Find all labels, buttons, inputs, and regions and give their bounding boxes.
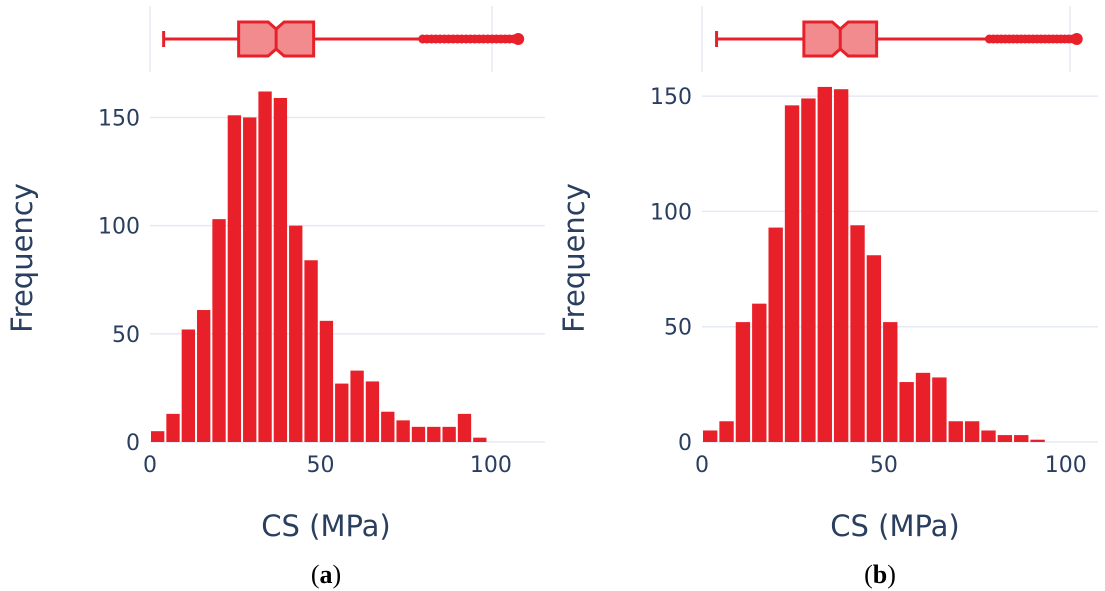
x-tick-label: 50	[870, 453, 898, 478]
histogram-bar	[166, 413, 180, 442]
histogram-bars-a	[151, 91, 487, 443]
histogram-bar	[850, 225, 865, 442]
histogram-bar	[350, 370, 364, 442]
histogram-bar	[151, 431, 165, 442]
outlier-point	[512, 33, 525, 45]
histogram-bar	[784, 105, 800, 443]
histogram-bar	[981, 430, 996, 442]
histogram-bar	[289, 225, 303, 442]
histogram-bar	[915, 372, 931, 442]
histogram-bar	[801, 98, 816, 442]
y-axis-title-a: Frequency	[5, 183, 39, 333]
histogram-bar	[457, 413, 472, 442]
histogram-bar	[335, 383, 349, 442]
y-tick-label: 50	[112, 323, 140, 348]
x-tick-label: 100	[470, 453, 512, 478]
y-tick-label: 50	[664, 316, 692, 341]
y-tick-labels-b: 0 50 100 150	[650, 85, 692, 456]
histogram-bar	[381, 411, 395, 442]
histogram-bar	[243, 117, 257, 442]
histogram-bar	[365, 381, 380, 442]
histogram-bar	[427, 426, 441, 442]
histogram-bar	[719, 421, 734, 442]
histogram-bar	[1014, 435, 1029, 442]
histogram-bar	[833, 89, 849, 442]
panel-label-open-paren-a: (	[311, 560, 320, 589]
histogram-bar	[735, 322, 751, 442]
x-tick-labels-a: 0 50 100	[143, 453, 512, 478]
x-axis-title-a: CS (MPa)	[261, 509, 390, 543]
y-tick-label: 150	[98, 106, 140, 131]
panel-label-b: (b)	[864, 560, 896, 589]
histogram-bar	[273, 97, 288, 442]
panel-label-letter-a: a	[320, 560, 333, 589]
x-tick-labels-b: 0 50 100	[695, 453, 1087, 478]
y-tick-label: 100	[98, 215, 140, 240]
x-tick-label: 0	[143, 453, 157, 478]
histogram-bar	[817, 86, 832, 443]
histogram-bar	[948, 421, 963, 442]
histogram-bar	[1030, 439, 1045, 442]
histogram-bar	[396, 420, 410, 442]
x-axis-title-b: CS (MPa)	[830, 509, 959, 543]
panel-label-a: (a)	[311, 560, 341, 589]
outlier-point	[1070, 33, 1083, 45]
histogram-bar	[883, 322, 898, 442]
x-tick-label: 100	[1045, 453, 1087, 478]
histogram-bars-b	[703, 86, 1045, 443]
histogram-bar	[304, 260, 318, 442]
boxplot-a	[162, 20, 525, 58]
histogram-bar	[703, 430, 718, 442]
panel-label-close-paren-b: )	[887, 560, 896, 589]
panel-label-letter-b: b	[873, 560, 887, 589]
histogram-bar	[258, 91, 272, 443]
histogram-bar	[932, 377, 947, 442]
chart-panel-a: 0 50 100 0 50 100 150 CS (MPa) Frequency (a)	[5, 6, 545, 589]
histogram-bar	[227, 115, 242, 442]
x-tick-label: 0	[695, 453, 709, 478]
histogram-bar	[866, 255, 882, 442]
histogram-bar	[319, 320, 334, 442]
histogram-bar	[212, 219, 226, 442]
y-tick-label: 150	[650, 85, 692, 110]
histogram-bar	[197, 310, 211, 442]
histogram-bar	[473, 437, 487, 442]
histogram-bar	[752, 303, 767, 442]
histogram-bar	[181, 329, 196, 442]
y-tick-label: 0	[126, 431, 140, 456]
panel-label-open-paren-b: (	[864, 560, 873, 589]
histogram-bar	[899, 382, 914, 442]
x-tick-label: 50	[306, 453, 334, 478]
boxplot-b	[715, 20, 1083, 58]
y-axis-title-b: Frequency	[557, 183, 591, 333]
chart-panel-b: 0 50 100 0 50 100 150 CS (MPa) Frequency (b)	[557, 6, 1098, 589]
panel-label-close-paren-a: )	[333, 560, 342, 589]
histogram-bar	[768, 227, 783, 442]
histogram-bar	[997, 435, 1013, 442]
histogram-bar	[964, 421, 980, 442]
histogram-bar	[411, 426, 426, 442]
y-tick-label: 0	[678, 431, 692, 456]
y-tick-label: 100	[650, 200, 692, 225]
y-tick-labels-a: 0 50 100 150	[98, 106, 140, 456]
histogram-bar	[442, 426, 456, 442]
